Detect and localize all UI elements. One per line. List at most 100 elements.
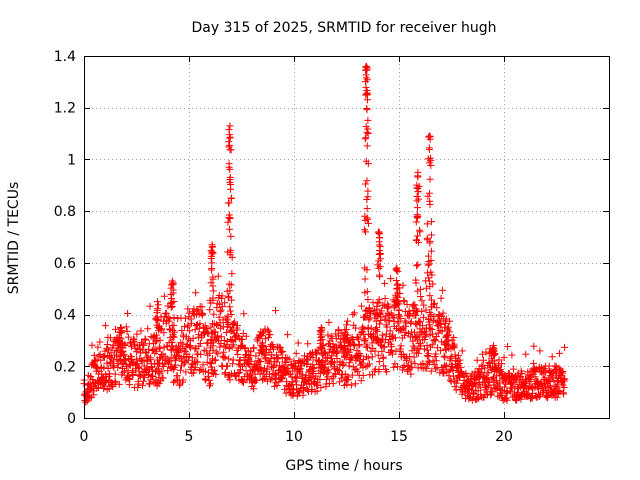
data-point — [468, 396, 476, 404]
data-point — [438, 327, 446, 335]
data-point — [310, 364, 318, 372]
data-point — [252, 352, 260, 360]
data-point — [355, 342, 363, 350]
data-point — [495, 356, 503, 364]
data-point — [273, 358, 281, 366]
data-point — [214, 350, 222, 358]
data-point — [263, 365, 271, 373]
data-point — [394, 280, 402, 288]
data-point — [426, 146, 434, 154]
data-point — [333, 349, 341, 357]
data-point — [426, 321, 434, 329]
data-point — [443, 331, 451, 339]
plot-frame — [84, 56, 610, 419]
data-point — [415, 195, 423, 203]
data-point — [126, 375, 134, 383]
data-point — [393, 284, 401, 292]
data-point — [208, 336, 216, 344]
data-point — [316, 339, 324, 347]
data-point — [359, 364, 367, 372]
data-point — [109, 383, 117, 391]
data-point — [363, 106, 371, 114]
data-point — [169, 286, 177, 294]
data-point — [428, 218, 436, 226]
data-point — [344, 338, 352, 346]
data-point — [509, 365, 517, 373]
data-point — [362, 63, 370, 71]
data-point — [281, 353, 289, 361]
data-point — [227, 246, 235, 254]
data-point — [100, 353, 108, 361]
data-point — [157, 351, 165, 359]
data-point — [358, 359, 366, 367]
data-point — [226, 122, 234, 130]
data-point — [88, 341, 96, 349]
data-point — [362, 134, 370, 142]
data-point — [329, 380, 337, 388]
data-point — [369, 371, 377, 379]
data-point — [345, 359, 353, 367]
data-point — [437, 347, 445, 355]
data-point — [99, 352, 107, 360]
data-point — [458, 347, 466, 355]
data-point — [304, 340, 312, 348]
data-point — [226, 287, 234, 295]
data-point — [508, 351, 516, 359]
x-tick-label: 10 — [285, 429, 303, 445]
data-point — [211, 367, 219, 375]
data-point — [490, 347, 498, 355]
data-point — [194, 358, 202, 366]
data-point — [285, 370, 293, 378]
data-point — [497, 367, 505, 375]
data-point — [376, 263, 384, 271]
data-point — [88, 375, 96, 383]
data-point — [361, 335, 369, 343]
data-point — [343, 380, 351, 388]
data-point — [422, 330, 430, 338]
data-point — [317, 384, 325, 392]
data-point — [375, 228, 383, 236]
data-point — [122, 323, 130, 331]
data-point — [407, 358, 415, 366]
data-point — [482, 375, 490, 383]
data-point — [316, 327, 324, 335]
data-point — [541, 369, 549, 377]
data-point — [375, 238, 383, 246]
data-point — [119, 348, 127, 356]
data-point — [284, 331, 292, 339]
data-point — [224, 248, 232, 256]
data-point — [137, 327, 145, 335]
data-point — [275, 343, 283, 351]
data-point — [363, 86, 371, 94]
data-point — [550, 367, 558, 375]
data-point — [228, 343, 236, 351]
data-point — [391, 301, 399, 309]
data-point — [146, 380, 154, 388]
data-point — [498, 387, 506, 395]
data-point — [153, 321, 161, 329]
data-point — [380, 343, 388, 351]
data-point — [122, 355, 130, 363]
data-point — [440, 369, 448, 377]
data-point — [154, 301, 162, 309]
data-point — [485, 369, 493, 377]
data-point — [235, 357, 243, 365]
data-point — [502, 395, 510, 403]
data-point — [363, 96, 371, 104]
data-point — [553, 393, 561, 401]
data-point — [207, 344, 215, 352]
data-point — [380, 362, 388, 370]
data-point — [437, 320, 445, 328]
data-point — [555, 387, 563, 395]
data-point — [407, 318, 415, 326]
data-point — [340, 353, 348, 361]
data-point — [361, 275, 369, 283]
data-point — [209, 294, 217, 302]
data-point — [376, 273, 384, 281]
data-point — [376, 341, 384, 349]
data-point — [446, 317, 454, 325]
data-point — [133, 330, 141, 338]
data-point — [202, 347, 210, 355]
data-point — [344, 373, 352, 381]
data-point — [394, 317, 402, 325]
